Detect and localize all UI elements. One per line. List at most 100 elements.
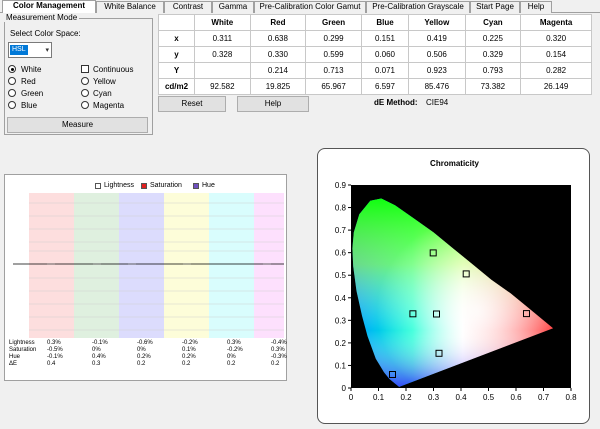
stats-value: 0.3%	[271, 347, 285, 353]
point-green	[429, 249, 437, 257]
radio-white-label: White	[21, 65, 42, 74]
col-header-blue: Blue	[360, 14, 410, 31]
stats-value: 0%	[137, 347, 146, 353]
table-cell: 0.214	[249, 62, 307, 79]
x-tick-label: 0.6	[510, 393, 522, 402]
stats-value: 0.2%	[137, 354, 151, 360]
stats-value: -0.1%	[92, 340, 108, 346]
col-header-cyan: Cyan	[464, 14, 522, 31]
measured-points	[389, 249, 530, 378]
radio-blue-label: Blue	[21, 101, 38, 110]
radio-blue[interactable]	[8, 101, 16, 109]
help-button[interactable]: Help	[237, 96, 309, 112]
legend-label-saturation: Saturation	[150, 182, 182, 189]
stats-value: -0.6%	[137, 340, 153, 346]
y-tick-label: 0	[342, 384, 347, 393]
row-header: cd/m2	[158, 78, 195, 95]
radio-red[interactable]	[8, 77, 16, 85]
tab-start-page[interactable]: Start Page	[470, 1, 520, 13]
radio-white[interactable]	[8, 65, 16, 73]
band-blue	[164, 193, 209, 338]
point-white	[433, 310, 440, 318]
stats-value: 0.2%	[182, 354, 196, 360]
point-cyan	[409, 310, 417, 318]
band-white	[29, 193, 74, 338]
point-magenta	[435, 349, 443, 357]
axis-ticks: 0 0.1 0.2 0.3 0.4 0.5 0.6 0.7 0.8 0 0.1 0.2 0.3 0.4 0.…	[335, 181, 577, 402]
radio-magenta-label: Magenta	[93, 101, 125, 110]
tab-color-management[interactable]: Color Management	[2, 0, 96, 13]
chevron-down-icon: ▾	[45, 47, 49, 54]
row-header: x	[158, 30, 195, 47]
tab-pre-calibration-grayscale[interactable]: Pre-Calibration Grayscale	[366, 1, 470, 13]
table-cell: 0.282	[520, 62, 592, 79]
table-cell	[194, 62, 251, 79]
col-header-magenta: Magenta	[520, 14, 592, 31]
table-cell: 0.419	[408, 30, 466, 47]
stats-value: 0.2	[227, 361, 236, 367]
band-red	[74, 193, 119, 338]
table-cell: 0.506	[408, 46, 466, 63]
table-corner	[158, 14, 195, 31]
tab-bar: Color Management White Balance Contrast …	[0, 0, 600, 13]
table-row: x 0.311 0.638 0.299 0.151 0.419 0.225 0.…	[158, 30, 592, 47]
stats-value: -0.4%	[271, 340, 287, 346]
radio-green[interactable]	[8, 89, 16, 97]
y-tick-label: 0.4	[335, 294, 347, 303]
stats-row-hue: Hue -0.1% 0.4% 0.2% 0.2% 0% -0.3%	[9, 354, 287, 361]
point-blue	[389, 371, 396, 378]
table-row: Y 0.214 0.713 0.071 0.923 0.793 0.282	[158, 62, 592, 79]
radio-cyan[interactable]	[81, 89, 89, 97]
stats-value: -0.1%	[47, 354, 63, 360]
reset-button[interactable]: Reset	[158, 96, 226, 112]
stats-value: 0.3	[92, 361, 101, 367]
legend-label-hue: Hue	[202, 182, 215, 189]
tab-pre-calibration-color-gamut[interactable]: Pre-Calibration Color Gamut	[254, 1, 366, 13]
col-header-red: Red	[249, 14, 307, 31]
measure-button[interactable]: Measure	[7, 117, 148, 133]
x-tick-label: 0.2	[400, 393, 412, 402]
chromaticity-title: Chromaticity	[430, 159, 479, 168]
stats-value: 0%	[227, 354, 236, 360]
measurement-mode-title: Measurement Mode	[4, 13, 80, 22]
x-tick-label: 0	[349, 393, 354, 402]
stats-value: 0%	[92, 347, 101, 353]
deviation-legend: Lightness Saturation Hue	[5, 181, 288, 191]
table-cell: 0.793	[464, 62, 522, 79]
de-method-value: CIE94	[426, 98, 449, 107]
table-cell: 0.071	[360, 62, 410, 79]
color-space-select[interactable]: HSL ▾	[8, 42, 52, 58]
legend-label-lightness: Lightness	[104, 182, 134, 189]
de-method-label: dE Method:	[374, 98, 418, 107]
stats-label: Saturation	[9, 347, 37, 353]
stats-value: 0.2	[182, 361, 191, 367]
checkbox-continuous[interactable]	[81, 65, 89, 73]
y-tick-label: 0.9	[335, 181, 347, 190]
col-header-white: White	[194, 14, 251, 31]
stats-value: 0.3%	[227, 340, 241, 346]
radio-red-label: Red	[21, 77, 36, 86]
y-tick-label: 0.7	[335, 226, 347, 235]
color-space-value: HSL	[10, 45, 28, 55]
col-header-green: Green	[305, 14, 362, 31]
tab-white-balance[interactable]: White Balance	[96, 1, 164, 13]
y-tick-label: 0.1	[335, 361, 347, 370]
radio-magenta[interactable]	[81, 101, 89, 109]
tab-help[interactable]: Help	[520, 1, 552, 13]
tab-gamma[interactable]: Gamma	[212, 1, 254, 13]
spectral-locus	[352, 198, 554, 387]
table-cell: 0.638	[249, 30, 307, 47]
table-cell: 0.329	[464, 46, 522, 63]
deviation-chart-panel: Lightness Saturation Hue	[4, 174, 287, 381]
chromaticity-plot: 0 0.1 0.2 0.3 0.4 0.5 0.6 0.7 0.8 0 0.1 0.2 0.3 0.4 0.…	[335, 181, 577, 402]
y-tick-label: 0.5	[335, 271, 347, 280]
table-cell: 0.320	[520, 30, 592, 47]
stats-value: 0.4	[47, 361, 56, 367]
table-cell: 19.825	[249, 78, 307, 95]
band-yellow	[209, 193, 254, 338]
tab-contrast[interactable]: Contrast	[164, 1, 212, 13]
checkbox-continuous-label: Continuous	[93, 65, 134, 74]
legend-swatch-saturation	[141, 183, 147, 189]
y-tick-label: 0.2	[335, 339, 347, 348]
radio-yellow[interactable]	[81, 77, 89, 85]
